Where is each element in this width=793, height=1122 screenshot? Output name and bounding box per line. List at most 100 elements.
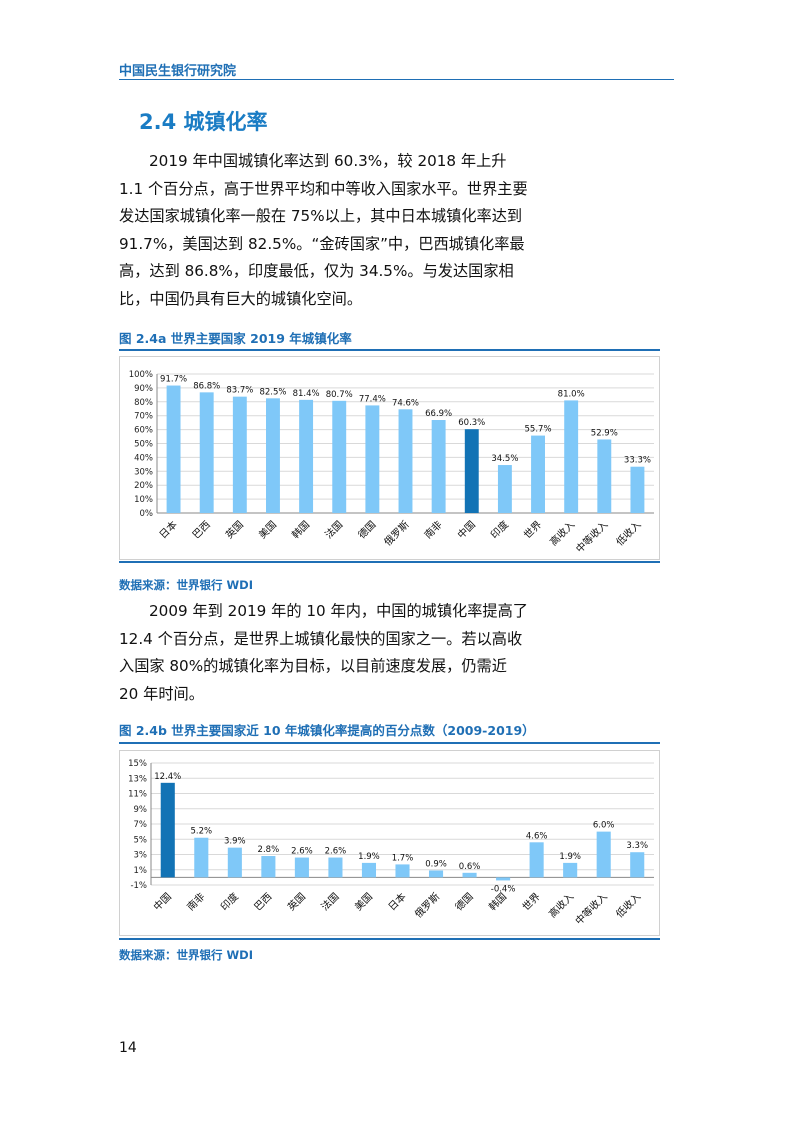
data-label: 81.4% bbox=[293, 389, 320, 399]
header-org-name: 中国民生银行研究院 bbox=[119, 64, 237, 79]
data-label: 0.9% bbox=[425, 860, 447, 870]
figure-b-caption: 图 2.4b 世界主要国家近 10 年城镇化率提高的百分点数（2009-2019… bbox=[119, 723, 535, 738]
bar-3 bbox=[266, 398, 280, 513]
bar-12 bbox=[564, 400, 579, 513]
x-category-label: 韩国 bbox=[289, 518, 312, 541]
urbanization-rate-2019-chart: 0% 10% 20% 30% 40% 50% 60% 70% 80% 90% 100% 91.7% 日本… bbox=[119, 356, 660, 560]
data-label: 81.0% bbox=[558, 389, 585, 399]
data-label: 91.7% bbox=[160, 375, 187, 385]
y-tick-label: 10% bbox=[134, 495, 153, 505]
bar-6 bbox=[365, 405, 380, 513]
bar-13 bbox=[596, 831, 611, 878]
header-divider bbox=[119, 79, 674, 80]
x-category-label: 世界 bbox=[522, 519, 545, 542]
y-tick-label: 30% bbox=[134, 467, 153, 477]
data-label: 2.8% bbox=[258, 845, 280, 855]
y-tick-label: 70% bbox=[134, 412, 153, 422]
bar-4 bbox=[299, 399, 314, 513]
x-category-label: 巴西 bbox=[190, 519, 213, 542]
x-category-label: 巴西 bbox=[252, 891, 275, 914]
data-label: 82.5% bbox=[259, 387, 286, 397]
x-category-label: 印度 bbox=[218, 890, 241, 913]
data-label: 74.6% bbox=[392, 398, 419, 408]
figure-b-chart: -1% 1% 3% 5% 7% 9% 11% 13% 15% 12.4% 中国 5.2% 南非 3.9% 印… bbox=[119, 750, 660, 936]
x-category-label: 英国 bbox=[285, 890, 308, 913]
paragraph-1-text: 2019 年中国城镇化率达到 60.3%，较 2018 年上升 1.1 个百分点… bbox=[119, 152, 528, 308]
data-label: 2.6% bbox=[291, 847, 313, 857]
data-label: 55.7% bbox=[525, 425, 552, 435]
x-category-label: 德国 bbox=[355, 518, 378, 541]
data-label: 77.4% bbox=[359, 394, 386, 404]
data-label: 66.9% bbox=[425, 409, 452, 419]
bar-14 bbox=[630, 466, 645, 513]
bar-8 bbox=[428, 870, 444, 878]
paragraph-2-text: 2009 年到 2019 年的 10 年内，中国的城镇化率提高了 12.4 个百… bbox=[119, 602, 528, 703]
chart-frame bbox=[119, 750, 660, 936]
x-category-label: 低收入 bbox=[613, 518, 643, 548]
x-category-label: 俄罗斯 bbox=[381, 518, 411, 548]
paragraph-2: 2009 年到 2019 年的 10 年内，中国的城镇化率提高了 12.4 个百… bbox=[119, 598, 529, 708]
bar-0 bbox=[166, 385, 181, 513]
bar-4 bbox=[294, 857, 309, 878]
y-tick-label: 80% bbox=[134, 398, 153, 408]
x-category-label: 世界 bbox=[520, 891, 543, 914]
bar-2 bbox=[227, 847, 242, 878]
section-title: 2.4 城镇化率 bbox=[139, 110, 268, 134]
data-label: 3.3% bbox=[626, 841, 648, 851]
figure-a-top-rule bbox=[119, 349, 660, 351]
y-tick-label: 100% bbox=[129, 370, 153, 380]
x-category-label: 中国 bbox=[455, 518, 478, 541]
bar-5 bbox=[328, 857, 343, 878]
bar-7 bbox=[398, 409, 413, 513]
x-category-label: 低收入 bbox=[613, 890, 643, 920]
bar-10 bbox=[497, 465, 512, 513]
bar-2 bbox=[232, 396, 247, 513]
y-tick-label: 50% bbox=[134, 440, 153, 450]
data-label: 60.3% bbox=[458, 418, 485, 428]
figure-a-caption: 图 2.4a 世界主要国家 2019 年城镇化率 bbox=[119, 331, 352, 346]
y-tick-label: 0% bbox=[140, 509, 154, 519]
x-category-label: 高收入 bbox=[546, 890, 576, 920]
figure-a-chart: 0% 10% 20% 30% 40% 50% 60% 70% 80% 90% 100% 91.7% 日本… bbox=[119, 356, 660, 560]
y-tick-label: 5% bbox=[134, 835, 148, 845]
bar-11 bbox=[531, 435, 545, 513]
y-tick-label: 1% bbox=[134, 866, 148, 876]
y-tick-label: 40% bbox=[134, 453, 153, 463]
data-label: -0.4% bbox=[491, 884, 516, 894]
bar-7 bbox=[395, 864, 410, 878]
data-label: 3.9% bbox=[224, 837, 246, 847]
page-number: 14 bbox=[119, 1040, 137, 1056]
bar-9 bbox=[464, 429, 479, 513]
bar-10 bbox=[496, 877, 511, 881]
bar-1 bbox=[194, 837, 209, 878]
data-label: 33.3% bbox=[624, 456, 651, 466]
bar-6 bbox=[361, 862, 377, 878]
bar-8 bbox=[431, 420, 446, 513]
bar-12 bbox=[563, 862, 578, 878]
x-category-label: 法国 bbox=[318, 890, 341, 913]
x-category-label: 南非 bbox=[421, 518, 444, 541]
data-label: 80.7% bbox=[326, 390, 353, 400]
y-tick-label: 15% bbox=[128, 759, 147, 769]
figure-a-source: 数据来源：世界银行 WDI bbox=[119, 578, 254, 592]
data-label: 2.6% bbox=[325, 847, 347, 857]
x-category-label: 美国 bbox=[256, 518, 279, 541]
x-category-label: 日本 bbox=[385, 890, 408, 913]
data-label: 0.6% bbox=[459, 862, 481, 872]
y-tick-label: 90% bbox=[134, 384, 153, 394]
y-tick-label: -1% bbox=[130, 881, 147, 891]
figure-b-top-rule bbox=[119, 742, 660, 744]
bar-5 bbox=[332, 400, 347, 513]
data-label: 83.7% bbox=[226, 386, 253, 396]
data-label: 1.7% bbox=[392, 853, 414, 863]
bar-13 bbox=[597, 439, 612, 513]
x-category-label: 中等收入 bbox=[573, 518, 610, 555]
x-category-label: 英国 bbox=[223, 518, 246, 541]
data-label: 34.5% bbox=[491, 454, 518, 464]
bar-0 bbox=[160, 782, 175, 878]
y-tick-label: 13% bbox=[128, 774, 147, 784]
x-category-label: 日本 bbox=[156, 518, 179, 541]
chart-frame bbox=[119, 356, 660, 560]
data-label: 1.9% bbox=[559, 852, 581, 862]
y-tick-label: 11% bbox=[128, 790, 147, 800]
